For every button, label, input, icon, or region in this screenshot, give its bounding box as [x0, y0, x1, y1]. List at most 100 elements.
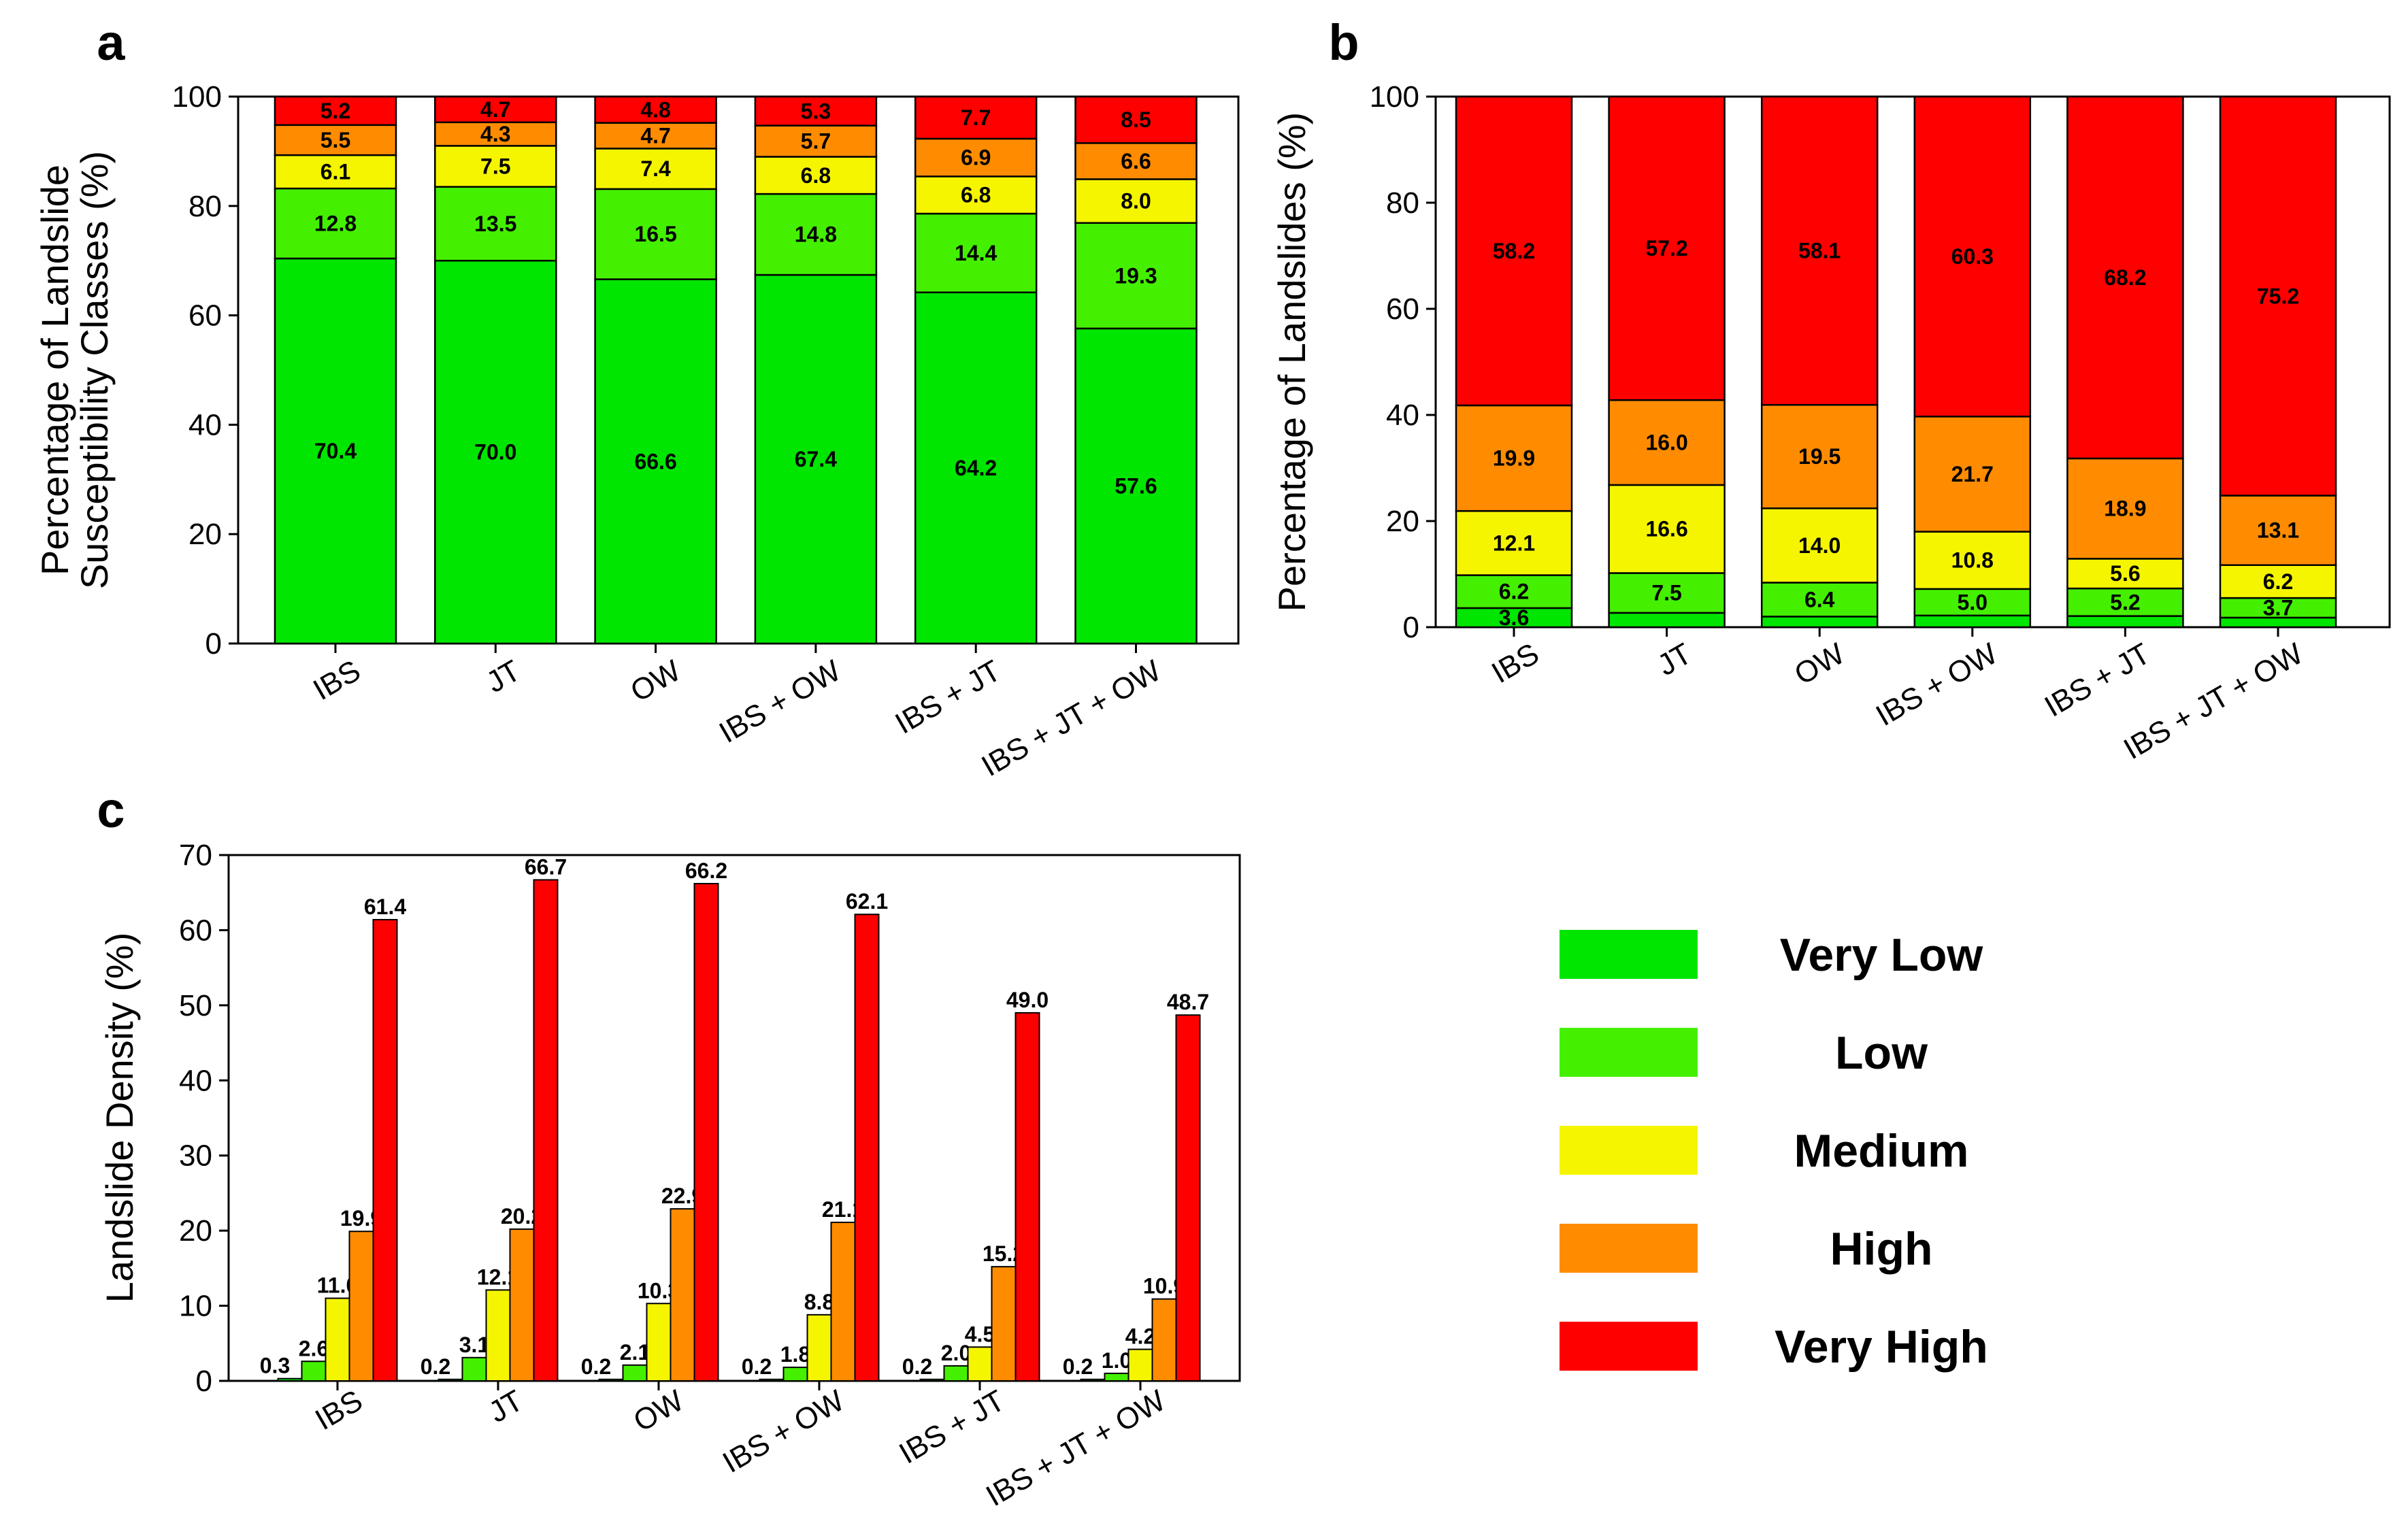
- bar: [461, 1356, 487, 1382]
- x-tick-label: IBS + JT: [890, 654, 1007, 740]
- bar-segment: [1608, 484, 1726, 574]
- data-label: 7.7: [961, 105, 991, 130]
- bar-segment: [434, 259, 557, 645]
- data-label: 57.2: [1645, 236, 1687, 261]
- bar-segment: [754, 193, 878, 276]
- x-tick-label: OW: [625, 654, 687, 709]
- panel-label-b: b: [1328, 14, 1359, 71]
- data-label: 5.5: [320, 128, 350, 152]
- data-label: 0.2: [1063, 1354, 1093, 1379]
- plot-frame: [1434, 95, 2391, 629]
- y-tick-label: 50: [179, 989, 212, 1022]
- data-label: 5.6: [2110, 561, 2140, 586]
- data-label: 58.2: [1493, 239, 1535, 263]
- y-tick-label: 80: [188, 190, 222, 223]
- bar-segment: [1608, 612, 1726, 629]
- bar-segment: [274, 187, 397, 260]
- data-label: 3.1: [459, 1333, 489, 1357]
- data-label: 6.2: [1499, 580, 1529, 604]
- data-label: 66.6: [634, 449, 676, 473]
- data-label: 3.7: [2263, 596, 2293, 620]
- bar-segment: [1913, 588, 2032, 617]
- y-tick-label: 100: [1370, 80, 1419, 114]
- bar-segment: [1455, 95, 1573, 407]
- bar-segment: [594, 122, 717, 150]
- data-label: 14.8: [795, 222, 837, 247]
- bar-segment: [1760, 582, 1879, 618]
- chart-b: 0 20 40 60 80 100 Percentage of Landslides (%)…: [1270, 80, 2391, 766]
- data-label: 49.0: [1006, 988, 1049, 1012]
- data-label: 70.0: [474, 440, 516, 465]
- data-label: 5.0: [1958, 590, 1988, 614]
- data-label: 19.9: [1493, 446, 1535, 471]
- data-label: 5.7: [801, 129, 831, 154]
- data-label: 1.0: [1102, 1348, 1132, 1373]
- data-label: 8.8: [804, 1290, 834, 1314]
- data-label: 12.1: [1493, 531, 1535, 555]
- bar-segment: [274, 95, 397, 127]
- x-tick-label: JT: [483, 1384, 529, 1429]
- data-label: 6.8: [961, 183, 991, 207]
- data-label: 14.0: [1798, 533, 1841, 558]
- y-tick-label: 20: [1386, 505, 1419, 538]
- data-label: 6.2: [2263, 569, 2293, 594]
- chart-a: 0 20 40 60 80 100 Percentage of LandslideSusce…: [33, 80, 1240, 783]
- y-tick-label: 60: [179, 914, 212, 947]
- bar-segment: [434, 145, 557, 188]
- legend-swatch: [1560, 1028, 1698, 1077]
- y-axis-title: Landslide Density (%): [98, 933, 141, 1303]
- data-label: 4.7: [480, 97, 510, 122]
- bar: [277, 1377, 303, 1382]
- x-tick-label: OW: [628, 1384, 690, 1439]
- bar: [967, 1346, 993, 1382]
- data-label: 60.3: [1951, 244, 1994, 269]
- data-label: 62.1: [846, 889, 888, 914]
- bar-segment: [594, 188, 717, 280]
- plot-frame: [237, 95, 1240, 645]
- data-label: 16.0: [1645, 431, 1687, 455]
- bar-segment: [914, 212, 1038, 294]
- bar: [759, 1378, 785, 1382]
- bar-segment: [2066, 558, 2184, 590]
- legend: Very Low Low Medium High Very High: [1560, 929, 1988, 1373]
- bar: [485, 1289, 511, 1382]
- bar-segment: [1760, 95, 1879, 406]
- data-label: 5.2: [2110, 590, 2140, 614]
- y-tick-label: 40: [1386, 399, 1419, 432]
- data-label: 4.2: [1125, 1324, 1155, 1349]
- y-tick-label: 0: [196, 1365, 212, 1398]
- bar-segment: [1913, 614, 2032, 629]
- bar-segment: [2219, 597, 2337, 619]
- data-label: 4.8: [640, 97, 670, 122]
- data-label: 21.7: [1951, 462, 1994, 486]
- data-label: 1.8: [780, 1342, 810, 1367]
- bar-segment: [2066, 457, 2184, 560]
- y-tick-label: 0: [1403, 611, 1419, 644]
- data-label: 14.4: [955, 241, 997, 265]
- legend-swatch: [1560, 930, 1698, 979]
- data-label: 2.0: [941, 1341, 971, 1365]
- y-tick-label: 20: [179, 1214, 212, 1248]
- bar-segment: [1455, 404, 1573, 512]
- x-tick-label: IBS: [310, 1384, 368, 1437]
- bar-segment: [754, 95, 878, 127]
- x-tick-label: IBS + JT + OW: [976, 654, 1166, 783]
- bar-segment: [914, 95, 1038, 140]
- data-label: 58.1: [1798, 239, 1841, 263]
- data-label: 0.2: [742, 1354, 772, 1379]
- y-tick-label: 40: [188, 408, 222, 441]
- data-label: 6.6: [1121, 149, 1151, 173]
- bar: [372, 918, 398, 1382]
- y-tick-label: 60: [1386, 292, 1419, 326]
- data-label: 68.2: [2104, 265, 2146, 290]
- bar: [943, 1365, 969, 1382]
- data-label: 6.9: [961, 146, 991, 170]
- data-label: 75.2: [2257, 284, 2299, 308]
- data-label: 19.5: [1798, 444, 1841, 469]
- bar-segment: [1074, 222, 1198, 330]
- bar-segment: [2219, 495, 2337, 566]
- bar: [533, 879, 559, 1382]
- data-label: 12.8: [314, 212, 357, 236]
- data-label: 67.4: [795, 447, 837, 471]
